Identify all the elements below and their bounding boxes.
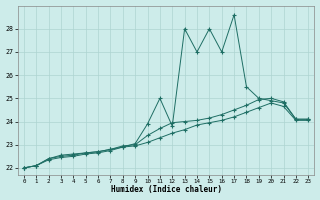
X-axis label: Humidex (Indice chaleur): Humidex (Indice chaleur)	[111, 185, 221, 194]
